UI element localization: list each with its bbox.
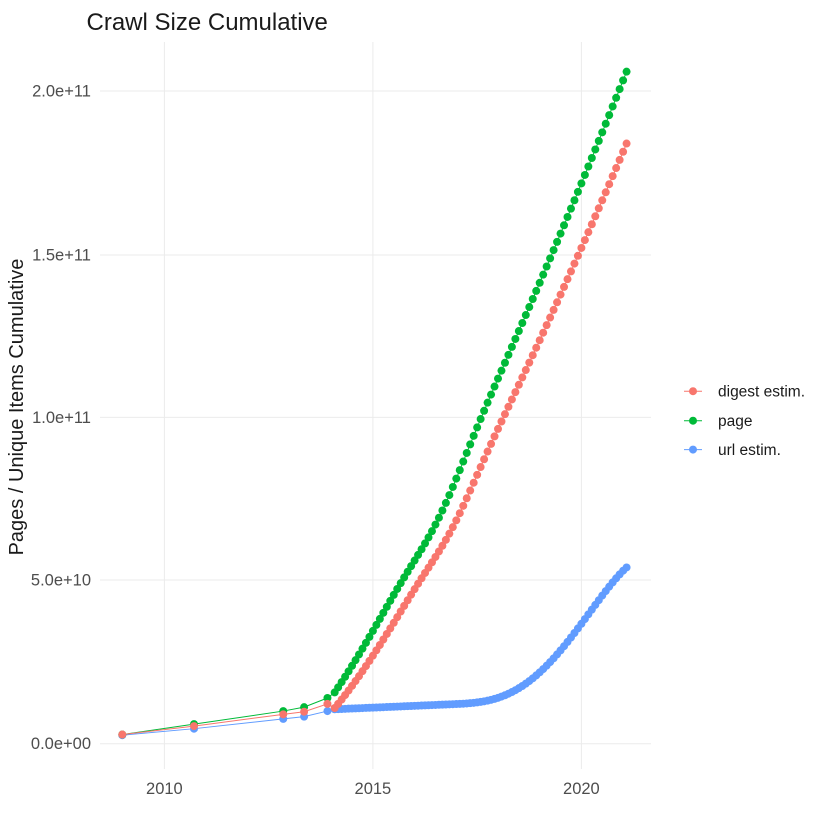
svg-text:1.0e+11: 1.0e+11 [32,409,91,427]
svg-text:url estim.: url estim. [718,442,781,459]
svg-text:Pages / Unique Items Cumulativ: Pages / Unique Items Cumulative [6,259,28,556]
svg-text:2.0e+11: 2.0e+11 [32,83,91,101]
svg-text:2010: 2010 [146,780,183,798]
svg-text:page: page [718,413,752,430]
svg-text:Crawl Size Cumulative: Crawl Size Cumulative [87,9,328,36]
svg-text:5.0e+10: 5.0e+10 [31,572,91,590]
svg-text:digest estim.: digest estim. [718,384,805,401]
svg-text:2020: 2020 [563,780,600,798]
svg-text:1.5e+11: 1.5e+11 [32,247,91,265]
svg-text:2015: 2015 [355,780,392,798]
svg-text:0.0e+00: 0.0e+00 [31,735,91,753]
